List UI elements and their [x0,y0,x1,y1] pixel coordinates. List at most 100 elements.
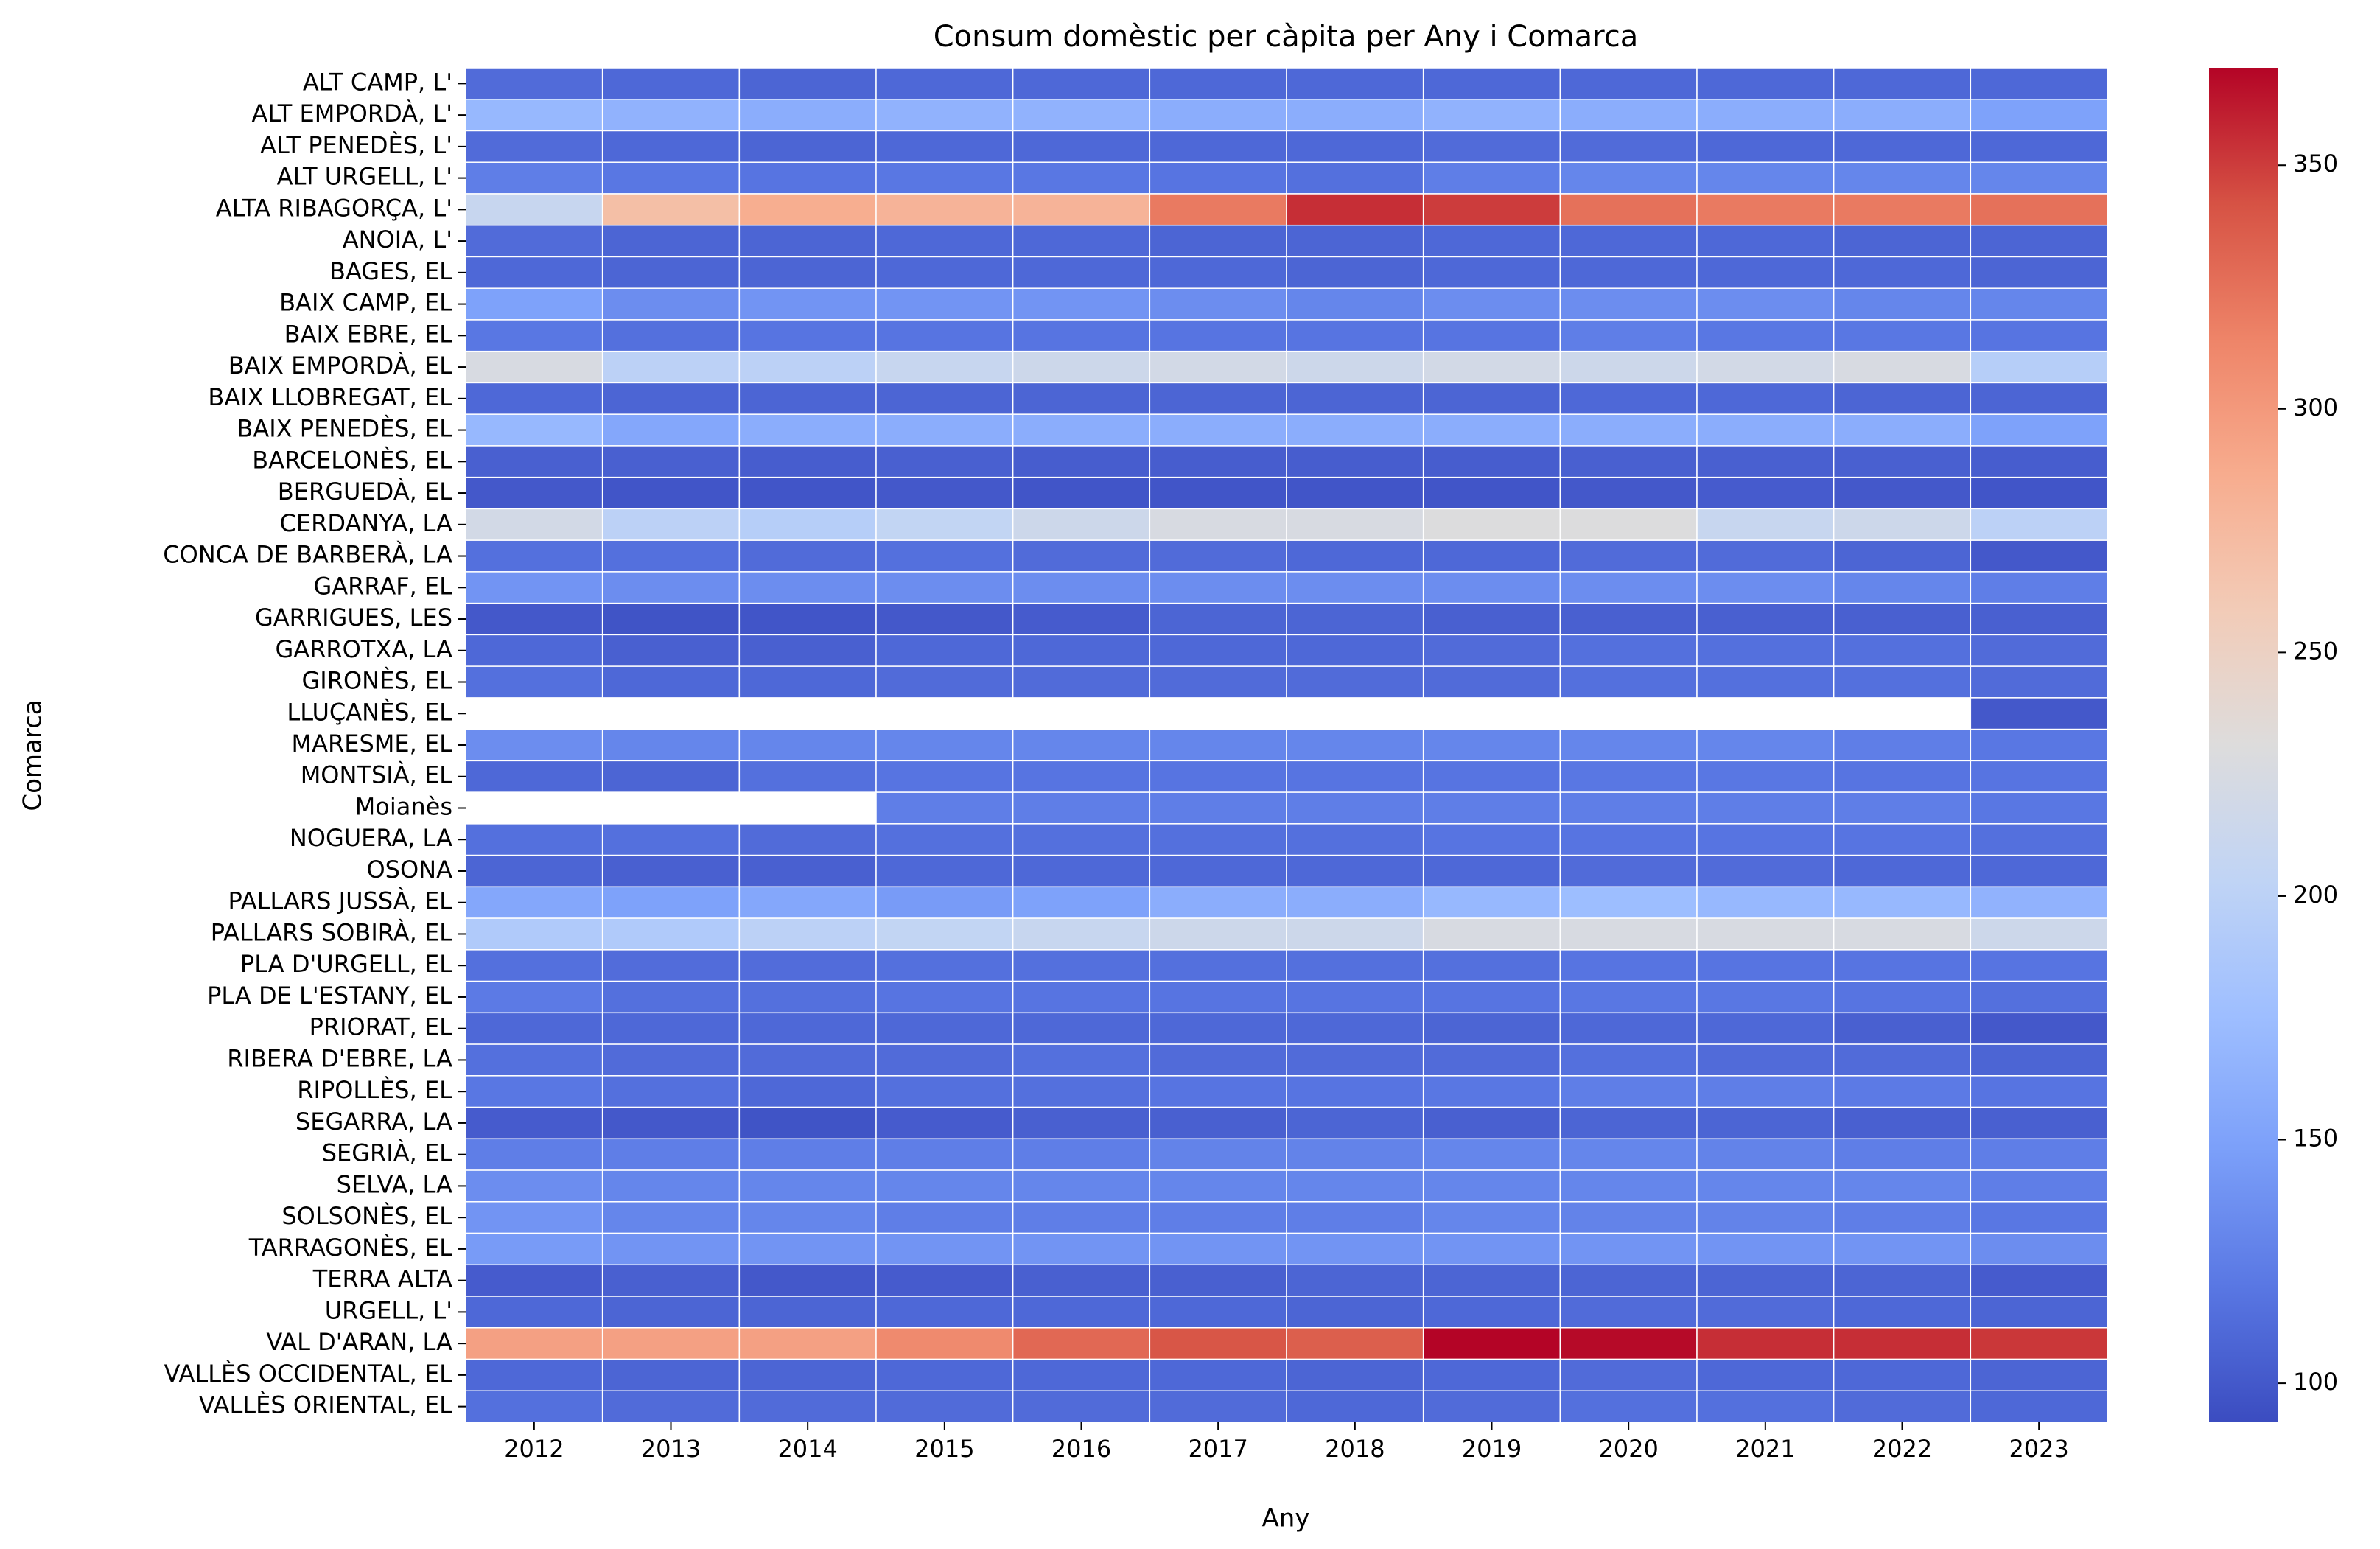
heatmap-cell [875,823,1014,856]
heatmap-cell [465,130,603,163]
heatmap-cell [601,161,741,195]
heatmap-cell [1012,980,1151,1014]
heatmap-cell [1559,508,1698,541]
heatmap-cell [1012,1169,1151,1203]
heatmap-cell [1286,193,1424,226]
heatmap-cell [1012,791,1151,825]
heatmap-cell [465,319,603,352]
heatmap-cell [1970,791,2108,825]
heatmap-cell [1012,602,1151,636]
heatmap-cell [1286,1296,1424,1329]
heatmap-cell [1286,728,1424,762]
heatmap-cell [1833,413,1972,447]
heatmap-cell [1696,634,1835,667]
heatmap-cell [875,760,1014,793]
heatmap-cell [738,886,877,919]
heatmap-cell [738,1201,877,1234]
heatmap-cell [1559,1169,1698,1203]
heatmap-cell [1559,980,1698,1014]
heatmap-cell [1149,823,1287,856]
heatmap-cell [1559,287,1698,321]
heatmap-cell [1286,224,1424,258]
heatmap-cell [1970,854,2108,888]
heatmap-cell [1559,949,1698,982]
heatmap-cell [1149,1296,1287,1329]
y-tick-label: ALT PENEDÈS, L' [260,131,452,159]
heatmap-cell [601,917,741,951]
heatmap-cell [1286,886,1424,919]
heatmap-cell [1422,287,1561,321]
heatmap-cell [1286,854,1424,888]
heatmap-cell [1970,571,2108,604]
heatmap-cell [601,980,741,1014]
y-tick-label: VALLÈS ORIENTAL, EL [199,1391,452,1419]
heatmap-cell [601,1169,741,1203]
heatmap-cell [601,1390,741,1423]
heatmap-cell [875,634,1014,667]
heatmap-cell [738,571,877,604]
heatmap-cell [1149,319,1287,352]
heatmap-cell [1012,1358,1151,1392]
heatmap-cell [1970,130,2108,163]
heatmap-cell [738,1264,877,1297]
heatmap-cell [1012,1232,1151,1266]
y-tick-label: BARCELONÈS, EL [252,446,452,474]
heatmap-cell [1833,193,1972,226]
colorbar-tick-label: 200 [2293,881,2338,909]
heatmap-cell [465,1012,603,1045]
y-tick-label: ALTA RIBAGORÇA, L' [216,194,452,222]
heatmap-cell [1149,760,1287,793]
y-tick-label: SEGARRA, LA [295,1108,452,1136]
heatmap-cell [1696,571,1835,604]
heatmap-cell [1696,728,1835,762]
heatmap-cell [601,634,741,667]
heatmap-cell [1012,571,1151,604]
heatmap-cell [1833,1169,1972,1203]
heatmap-cell [1422,130,1561,163]
heatmap-cell [465,1075,603,1108]
heatmap-cell [1012,886,1151,919]
heatmap-cell [875,1296,1014,1329]
heatmap-cell [1422,1264,1561,1297]
heatmap-cell [875,980,1014,1014]
heatmap-cell [1012,634,1151,667]
heatmap-cell [1696,350,1835,384]
heatmap-cell [1559,193,1698,226]
heatmap-cell [1149,1390,1287,1423]
y-tick-label: TERRA ALTA [312,1265,452,1293]
x-tick-label: 2014 [777,1435,837,1463]
y-axis-label: Comarca [18,699,48,811]
heatmap-cell [1833,980,1972,1014]
heatmap-cell [1149,634,1287,667]
heatmap-cell [1696,161,1835,195]
heatmap-cell [1149,382,1287,415]
heatmap-cell [465,382,603,415]
heatmap-cell [1422,886,1561,919]
heatmap-cell [1149,1201,1287,1234]
heatmap-cell [1012,1296,1151,1329]
heatmap-cell [1286,980,1424,1014]
heatmap-cell [601,886,741,919]
heatmap-cell [1833,760,1972,793]
y-tick-label: SEGRIÀ, EL [322,1139,452,1167]
heatmap-cell [738,413,877,447]
heatmap-cell [465,917,603,951]
heatmap-cell [1422,445,1561,478]
heatmap-cell [1012,1264,1151,1297]
heatmap-cell [1970,1138,2108,1171]
heatmap-cell [1696,1327,1835,1360]
heatmap-cell [1286,1232,1424,1266]
heatmap-cell [1696,602,1835,636]
heatmap-cell [1422,1169,1561,1203]
heatmap-cell [1833,350,1972,384]
heatmap-cell [465,98,603,132]
heatmap-cell [1696,193,1835,226]
heatmap-cell [1149,1012,1287,1045]
heatmap-cell [1696,1232,1835,1266]
heatmap-cell [1422,1012,1561,1045]
x-tick-label: 2015 [914,1435,974,1463]
heatmap-cell [1696,67,1835,100]
heatmap-cell [1559,350,1698,384]
heatmap-cell [1970,319,2108,352]
heatmap-cell [1286,1138,1424,1171]
